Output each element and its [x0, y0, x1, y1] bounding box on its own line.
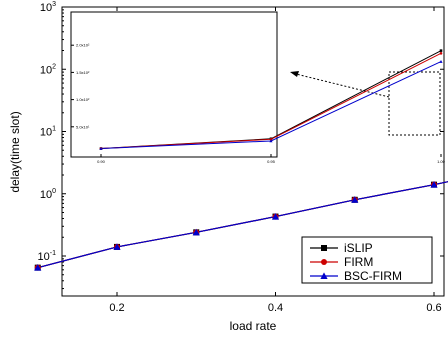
zoom-box	[388, 71, 441, 136]
inset-point-islip	[439, 49, 443, 52]
data-point-bsc-firm	[430, 181, 438, 188]
series-lines	[34, 181, 448, 271]
x-tick-label: 0.4	[268, 302, 283, 314]
inset-point-bsc-firm	[439, 59, 443, 63]
y-tick-label: 100	[40, 188, 56, 201]
inset-y-tick-label: 1.5x10²	[76, 70, 90, 75]
y-axis-label: delay(time slot)	[8, 111, 22, 192]
data-point-bsc-firm	[34, 264, 42, 271]
inset-y-tick-label: 2.0x10²	[76, 43, 90, 48]
inset-x-tick-label: 0.95	[267, 159, 276, 164]
y-tick-label: 101	[40, 126, 56, 139]
inset-y-tick-label: 1.0x10²	[76, 97, 90, 102]
legend-label-islip: iSLIP	[344, 241, 373, 255]
plot-frame	[61, 6, 445, 297]
x-axis-ticks: 0.20.40.60.81.0	[109, 7, 442, 314]
data-point-bsc-firm	[351, 196, 359, 203]
inset-x-tick-label: 1.00	[437, 159, 446, 164]
legend-marker-islip	[321, 245, 327, 251]
y-tick-label: 10-1	[38, 250, 57, 263]
inset-frame	[70, 11, 278, 158]
inset-point-firm	[439, 52, 443, 55]
legend-label-firm: FIRM	[344, 255, 373, 269]
zoom-arrow-head	[290, 71, 299, 77]
legend-marker-firm	[321, 259, 327, 265]
y-axis-ticks: 103 102 101 100 10-1	[38, 1, 444, 290]
y-tick-label: 103	[40, 1, 56, 14]
inset-point-firm	[269, 138, 273, 141]
series-line-bsc-firm	[37, 181, 448, 269]
data-point-bsc-firm	[271, 212, 280, 220]
inset-y-tick-label: 5.0x10¹	[76, 124, 90, 129]
zoom-arrow-line	[295, 73, 390, 98]
inset-point-bsc-firm	[99, 147, 103, 150]
legend-marker-bsc-firm	[320, 272, 328, 279]
y-tick-label: 102	[40, 63, 56, 76]
data-point-bsc-firm	[192, 228, 200, 236]
inset-point-bsc-firm	[269, 139, 273, 143]
x-tick-label: 0.6	[426, 302, 441, 314]
inset-axis-ticks: 0.90 0.95 1.00 2.0x10² 1.5x10² 1.0x10² 5.0x10¹	[71, 43, 446, 164]
inset-series-lines	[99, 49, 443, 150]
x-axis-label: load rate	[230, 319, 277, 333]
inset-x-tick-label: 0.90	[97, 159, 106, 164]
x-tick-label: 0.2	[109, 302, 124, 314]
data-point-bsc-firm	[113, 243, 121, 250]
legend-label-bsc-firm: BSC-FIRM	[344, 269, 402, 283]
